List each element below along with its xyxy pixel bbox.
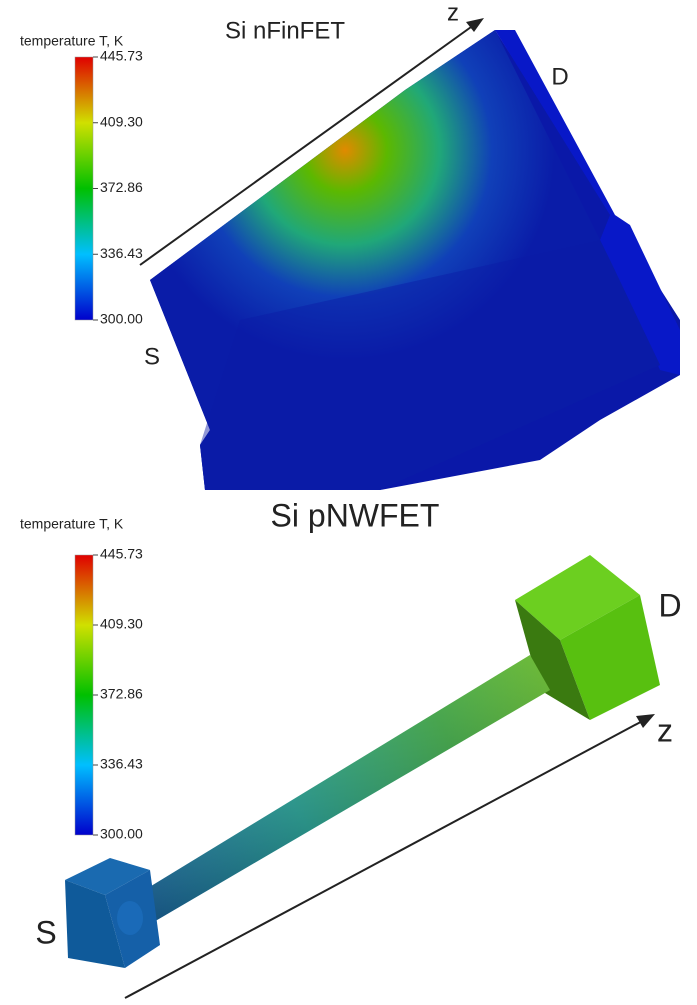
panel-title: Si nFinFET [225, 17, 345, 44]
colorbar [75, 57, 93, 320]
drain-label: D [658, 587, 681, 623]
axis-label: z [657, 712, 673, 748]
colorbar-tick-label: 300.00 [100, 826, 143, 842]
colorbars: temperature T, K445.73409.30372.86336.43… [20, 33, 143, 842]
source-label: S [35, 914, 56, 950]
colorbar-tick-label: 409.30 [100, 113, 143, 129]
panel-title: Si pNWFET [271, 497, 440, 533]
arrow-head [636, 714, 655, 728]
figure: Si nFinFET S D z Si pNWFET S D z tempera… [0, 0, 697, 1005]
colorbar-label: temperature T, K [20, 516, 124, 532]
axis-label: z [447, 0, 459, 26]
finfet-render [150, 30, 680, 490]
drain-label: D [551, 63, 568, 90]
colorbar-tick-label: 336.43 [100, 756, 143, 772]
colorbar-tick-label: 445.73 [100, 48, 143, 64]
colorbar-tick-label: 300.00 [100, 311, 143, 327]
colorbar-tick-label: 445.73 [100, 546, 143, 562]
source-label: S [144, 343, 160, 370]
colorbar-tick-label: 336.43 [100, 245, 143, 261]
colorbar-tick-label: 372.86 [100, 179, 143, 195]
colorbar-tick-label: 409.30 [100, 616, 143, 632]
colorbar [75, 555, 93, 835]
colorbar-tick-label: 372.86 [100, 686, 143, 702]
nwfet-render [65, 555, 660, 968]
colorbar-label: temperature T, K [20, 33, 124, 49]
